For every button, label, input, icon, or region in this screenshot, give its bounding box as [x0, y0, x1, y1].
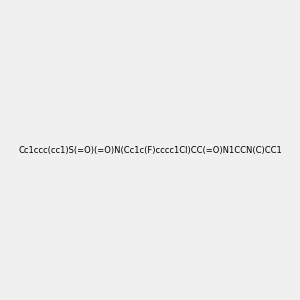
Text: Cc1ccc(cc1)S(=O)(=O)N(Cc1c(F)cccc1Cl)CC(=O)N1CCN(C)CC1: Cc1ccc(cc1)S(=O)(=O)N(Cc1c(F)cccc1Cl)CC(… — [18, 146, 282, 154]
